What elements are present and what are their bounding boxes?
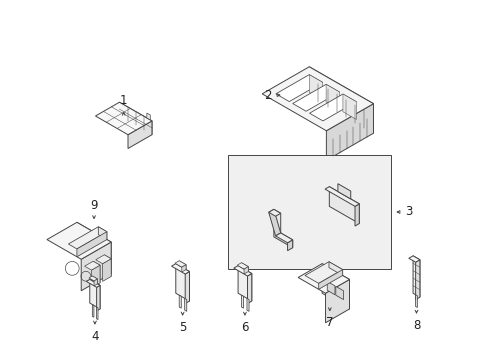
- Polygon shape: [325, 186, 359, 206]
- Polygon shape: [184, 298, 186, 311]
- Polygon shape: [275, 75, 322, 102]
- Polygon shape: [128, 121, 152, 148]
- Polygon shape: [246, 298, 248, 311]
- Polygon shape: [337, 184, 350, 199]
- Text: 2: 2: [264, 89, 271, 102]
- Polygon shape: [97, 285, 100, 311]
- Polygon shape: [275, 233, 292, 243]
- Polygon shape: [247, 274, 251, 303]
- Polygon shape: [415, 260, 419, 300]
- Polygon shape: [89, 276, 97, 281]
- Polygon shape: [92, 305, 94, 317]
- Polygon shape: [287, 240, 292, 251]
- Polygon shape: [308, 75, 322, 100]
- Polygon shape: [309, 94, 356, 121]
- Polygon shape: [92, 276, 97, 284]
- Polygon shape: [233, 266, 251, 276]
- Polygon shape: [268, 210, 280, 236]
- Polygon shape: [175, 261, 185, 267]
- Polygon shape: [77, 222, 111, 274]
- Polygon shape: [95, 102, 152, 135]
- Polygon shape: [273, 210, 292, 248]
- Polygon shape: [102, 259, 111, 282]
- Polygon shape: [318, 270, 342, 289]
- Polygon shape: [325, 84, 339, 110]
- Text: 6: 6: [241, 321, 248, 334]
- Polygon shape: [185, 271, 189, 303]
- Polygon shape: [408, 256, 419, 262]
- Polygon shape: [96, 307, 98, 320]
- Polygon shape: [237, 263, 248, 269]
- Polygon shape: [342, 94, 356, 120]
- Polygon shape: [268, 210, 280, 216]
- Polygon shape: [328, 186, 359, 224]
- Polygon shape: [93, 261, 100, 283]
- Polygon shape: [47, 222, 111, 259]
- Polygon shape: [298, 264, 349, 293]
- Polygon shape: [171, 264, 189, 274]
- Polygon shape: [81, 242, 111, 291]
- Polygon shape: [262, 67, 373, 131]
- Polygon shape: [94, 279, 97, 286]
- Polygon shape: [175, 264, 189, 301]
- Polygon shape: [244, 267, 248, 274]
- Polygon shape: [241, 263, 248, 271]
- Polygon shape: [91, 265, 100, 288]
- Polygon shape: [104, 255, 111, 276]
- Text: 7: 7: [325, 316, 333, 329]
- Polygon shape: [86, 279, 100, 287]
- Bar: [228, 156, 390, 269]
- Polygon shape: [68, 227, 107, 249]
- Polygon shape: [77, 232, 107, 257]
- Polygon shape: [328, 262, 342, 275]
- Polygon shape: [322, 264, 349, 309]
- Polygon shape: [325, 279, 349, 323]
- Polygon shape: [292, 84, 339, 111]
- Polygon shape: [96, 255, 111, 264]
- Polygon shape: [146, 113, 150, 120]
- Polygon shape: [84, 261, 100, 270]
- Polygon shape: [90, 279, 100, 309]
- Polygon shape: [308, 67, 373, 133]
- Polygon shape: [415, 295, 416, 307]
- Polygon shape: [238, 266, 251, 301]
- Polygon shape: [335, 286, 343, 300]
- Polygon shape: [179, 261, 185, 270]
- Polygon shape: [119, 102, 152, 135]
- Polygon shape: [179, 295, 181, 308]
- Text: 4: 4: [91, 330, 99, 343]
- Text: 8: 8: [412, 319, 419, 332]
- Polygon shape: [354, 204, 359, 226]
- Text: 3: 3: [405, 206, 412, 219]
- Polygon shape: [98, 227, 107, 239]
- Polygon shape: [325, 104, 373, 160]
- Text: 5: 5: [179, 321, 186, 334]
- Text: 9: 9: [90, 199, 98, 212]
- Polygon shape: [241, 295, 243, 308]
- Polygon shape: [305, 262, 342, 283]
- Polygon shape: [412, 256, 419, 297]
- Text: 1: 1: [120, 94, 127, 107]
- Polygon shape: [182, 265, 185, 272]
- Polygon shape: [326, 282, 334, 295]
